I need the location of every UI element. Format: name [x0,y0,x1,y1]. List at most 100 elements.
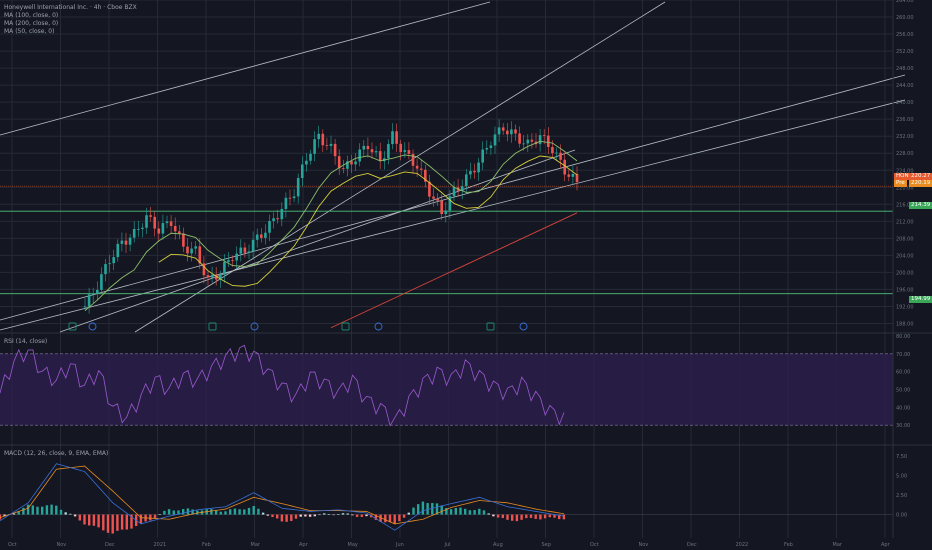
candle-body [350,161,353,165]
trendline-upper [0,1,491,136]
macd-histogram-bar [153,514,157,519]
candle-body [182,233,185,247]
time-tick-label: Feb [784,542,793,548]
candle-body [96,289,99,294]
candle-body [411,153,415,166]
pre-price: 220.19 [911,180,931,186]
macd-histogram-bar [548,514,551,518]
macd-histogram-bar [224,511,227,515]
price-tick-label: 204.00 [896,253,914,259]
price-tick-label: 244.00 [896,83,914,89]
trendline-channel-c [0,99,906,331]
macd-histogram-bar [36,506,39,515]
candle-body [165,221,169,224]
candle-body [186,246,189,254]
macd-histogram-bar [83,514,86,525]
macd-histogram-bar [487,513,490,515]
macd-histogram-bar [177,510,180,515]
candle-body [325,145,329,147]
candle-body [194,246,197,249]
rsi-tick-label: 40.00 [896,405,910,411]
time-tick-label: Mar [251,542,261,548]
candle-body [542,135,546,136]
macd-histogram-bar [88,514,91,526]
macd-histogram-bar [106,514,110,533]
ticker-label: HON [896,173,909,179]
macd-histogram-bar [346,513,349,515]
macd-histogram-bar [182,509,185,515]
macd-tick-label: 2.50 [896,493,907,499]
macd-histogram-bar [59,509,63,515]
time-tick-label: Feb [202,542,211,548]
level-high-badge: 214.39 [909,202,932,209]
macd-histogram-bar [102,514,105,531]
price-tick-label: 216.00 [896,202,914,208]
candle-body [202,263,206,276]
time-tick-label: Mar [833,542,843,548]
event-marker [486,322,495,331]
candle-body [501,127,505,131]
rsi-tick-label: 60.00 [896,370,910,376]
macd-histogram-bar [92,514,96,526]
candle-body [116,243,120,258]
price-tick-label: 200.00 [896,270,914,276]
price-tick-label: 256.00 [896,32,914,38]
price-tick-label: 248.00 [896,66,914,72]
candle-body [547,135,550,147]
candle-body [231,260,234,261]
rsi-tick-label: 30.00 [896,423,910,429]
macd-histogram-bar [139,514,143,524]
macd-histogram-bar [308,514,312,517]
time-tick-label: Oct [590,542,599,548]
macd-histogram-bar [196,510,199,515]
time-tick-label: 2022 [736,542,749,548]
macd-histogram-bar [45,505,49,515]
event-marker [250,322,259,331]
macd-histogram-bar [445,508,448,515]
legend-ma3: MA (50, close, 0) [4,28,55,35]
macd-histogram-bar [50,504,53,515]
event-marker [68,322,77,331]
candle-body [473,171,476,173]
candle-body [530,139,534,142]
candle-body [481,149,484,163]
candle-body [452,187,456,197]
macd-histogram-bar [398,514,401,522]
candle-body [157,228,161,234]
candle-body [444,210,448,215]
macd-histogram-bar [412,507,415,515]
time-tick-label: Apr [881,542,891,548]
macd-signal-line [0,465,565,525]
ticker-price: 220.27 [911,173,931,179]
candle-body [559,152,562,160]
candle-body [173,225,177,232]
time-tick-label: Jun [395,542,404,548]
candle-body [251,239,255,252]
candle-body [415,165,419,169]
candle-body [137,228,140,230]
candle-body [178,231,181,234]
macd-histogram-bar [111,514,114,534]
macd-histogram-bar [515,514,519,522]
candle-body [518,133,521,144]
macd-histogram-bar [332,514,335,516]
candle-body [465,174,468,187]
macd-histogram-bar [553,514,556,518]
candle-body [522,143,525,145]
candle-body [91,293,95,295]
macd-histogram-bar [318,514,321,516]
candle-body [301,164,304,179]
macd-histogram-bar [558,514,561,520]
price-tick-label: 220.00 [896,185,914,191]
macd-histogram-bar [285,514,288,522]
candle-body [264,232,267,238]
event-marker [519,322,528,331]
macd-histogram-bar [440,505,443,515]
price-tick-label: 232.00 [896,134,914,140]
macd-histogram-bar [97,514,100,528]
pre-price-badge: 220.19 [909,180,932,187]
candle-body [153,216,156,229]
